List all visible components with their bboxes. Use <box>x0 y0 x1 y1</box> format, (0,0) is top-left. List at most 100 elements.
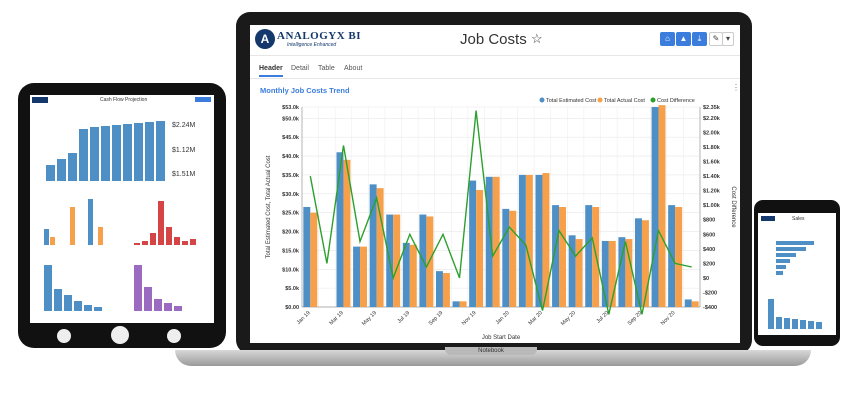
phone-title: Sales <box>792 216 805 222</box>
tablet-home-button[interactable] <box>111 326 129 344</box>
laptop-base <box>175 350 811 366</box>
x-tick-label: Jan 19 <box>296 310 312 326</box>
save-icon[interactable]: ▲ <box>676 32 691 46</box>
tab-table[interactable]: Table <box>318 65 335 72</box>
tab-about[interactable]: About <box>344 65 363 72</box>
tablet-kpi-3: $1.51M <box>172 171 196 178</box>
bar-actual <box>393 214 401 307</box>
tablet-bar-chart <box>46 121 165 181</box>
app-logo-name: ANALOGYX BI <box>277 30 362 42</box>
bar-actual <box>509 210 517 307</box>
y2-tick-label: -$400 <box>703 305 717 311</box>
legend-label: Total Actual Cost <box>604 98 645 104</box>
tablet-mixed-chart <box>44 199 103 245</box>
bar-estimated <box>552 205 560 307</box>
y-tick-label: $0.00 <box>285 305 299 311</box>
tablet-kpi-2: $1.12M <box>172 147 196 154</box>
bar-actual <box>492 176 500 307</box>
y2-tick-label: $400 <box>703 247 715 253</box>
bar-estimated <box>535 174 543 307</box>
bar-actual <box>409 244 417 307</box>
laptop-screen: A ANALOGYX BI Intelligence Enhanced Job … <box>250 25 740 343</box>
x-tick-label: Sep 20 <box>627 310 644 327</box>
y-tick-label: $25.0k <box>282 211 300 217</box>
bar-estimated <box>452 301 460 307</box>
bar-estimated <box>585 205 593 307</box>
x-tick-label: Jul 19 <box>397 310 412 325</box>
y2-tick-label: $800 <box>703 218 715 224</box>
bar-actual <box>376 188 384 307</box>
bar-actual <box>625 239 633 307</box>
bar-actual <box>559 207 567 307</box>
download-icon[interactable]: ⤓ <box>692 32 707 46</box>
kebab-icon[interactable]: ⋮ <box>732 83 740 92</box>
bar-estimated <box>634 218 642 307</box>
bar-actual <box>691 301 699 307</box>
legend-label: Cost Difference <box>657 98 695 104</box>
app-logo-icon: A <box>255 29 275 49</box>
bar-estimated <box>402 242 410 307</box>
y-tick-label: $10.0k <box>282 267 300 273</box>
page-title: Job Costs <box>460 31 527 48</box>
y2-tick-label: $1.40k <box>703 174 721 180</box>
bar-actual <box>542 173 550 307</box>
y2-tick-label: $1.80k <box>703 145 721 151</box>
chart-title: Monthly Job Costs Trend <box>260 86 350 95</box>
app-header <box>250 25 740 56</box>
tablet-screen: Cash Flow Projection $2.24M $1.12M $1.51… <box>30 95 214 323</box>
bar-actual <box>310 212 318 307</box>
tablet-left-button[interactable] <box>57 329 71 343</box>
phone-hbar-chart <box>776 241 814 275</box>
bar-estimated <box>568 235 576 307</box>
tab-detail[interactable]: Detail <box>291 65 309 72</box>
bar-estimated <box>369 184 377 307</box>
tablet-kpi-1: $2.24M <box>172 122 196 129</box>
y2-tick-label: $1.60k <box>703 160 721 166</box>
legend-marker <box>650 97 656 103</box>
x-tick-label: Jan 20 <box>495 310 511 326</box>
bar-actual <box>641 220 649 307</box>
bar-actual <box>525 174 533 307</box>
y2-tick-label: $1.00k <box>703 203 721 209</box>
chevron-down-icon[interactable]: ▾ <box>722 32 734 46</box>
bar-estimated <box>469 180 477 307</box>
legend-marker <box>597 97 603 103</box>
bar-estimated <box>485 176 493 307</box>
legend-label: Total Estimated Cost <box>546 98 597 104</box>
tab-header[interactable]: Header <box>259 65 283 77</box>
bar-actual <box>658 105 666 307</box>
y-tick-label: $30.0k <box>282 192 300 198</box>
bar-estimated <box>684 299 692 307</box>
x-tick-label: Sep 19 <box>428 310 445 327</box>
tablet-red-chart <box>134 201 196 245</box>
edit-icon[interactable]: ✎ <box>709 32 723 46</box>
bar-estimated <box>353 246 361 307</box>
bar-actual <box>343 159 351 307</box>
y-tick-label: $15.0k <box>282 248 300 254</box>
home-icon[interactable]: ⌂ <box>660 32 675 46</box>
y2-tick-label: $2.20k <box>703 116 721 122</box>
bar-actual <box>442 273 450 307</box>
y-tick-label: $45.0k <box>282 135 300 141</box>
y2-axis-title: Cost Difference <box>730 186 736 228</box>
y-tick-label: $40.0k <box>282 154 300 160</box>
x-tick-label: Mar 19 <box>329 310 345 326</box>
tab-divider <box>250 78 740 79</box>
y2-tick-label: -$200 <box>703 290 717 296</box>
y-tick-label: $35.0k <box>282 173 300 179</box>
x-axis-title: Job Start Date <box>482 335 521 341</box>
bar-estimated <box>502 208 510 307</box>
bar-actual <box>459 301 467 307</box>
bar-actual <box>476 190 484 307</box>
bar-actual <box>608 240 616 307</box>
star-icon[interactable]: ☆ <box>531 31 543 46</box>
bar-actual <box>575 239 583 307</box>
tablet-toolbar[interactable] <box>195 97 211 102</box>
y-axis-title: Total Estimated Cost, Total Actual Cost <box>266 155 272 258</box>
y-tick-label: $50.0k <box>282 116 300 122</box>
x-tick-label: May 19 <box>361 310 378 327</box>
bar-estimated <box>651 107 659 307</box>
y-tick-label: $5.0k <box>285 286 300 292</box>
tablet-right-button[interactable] <box>167 329 181 343</box>
bar-estimated <box>618 237 626 307</box>
